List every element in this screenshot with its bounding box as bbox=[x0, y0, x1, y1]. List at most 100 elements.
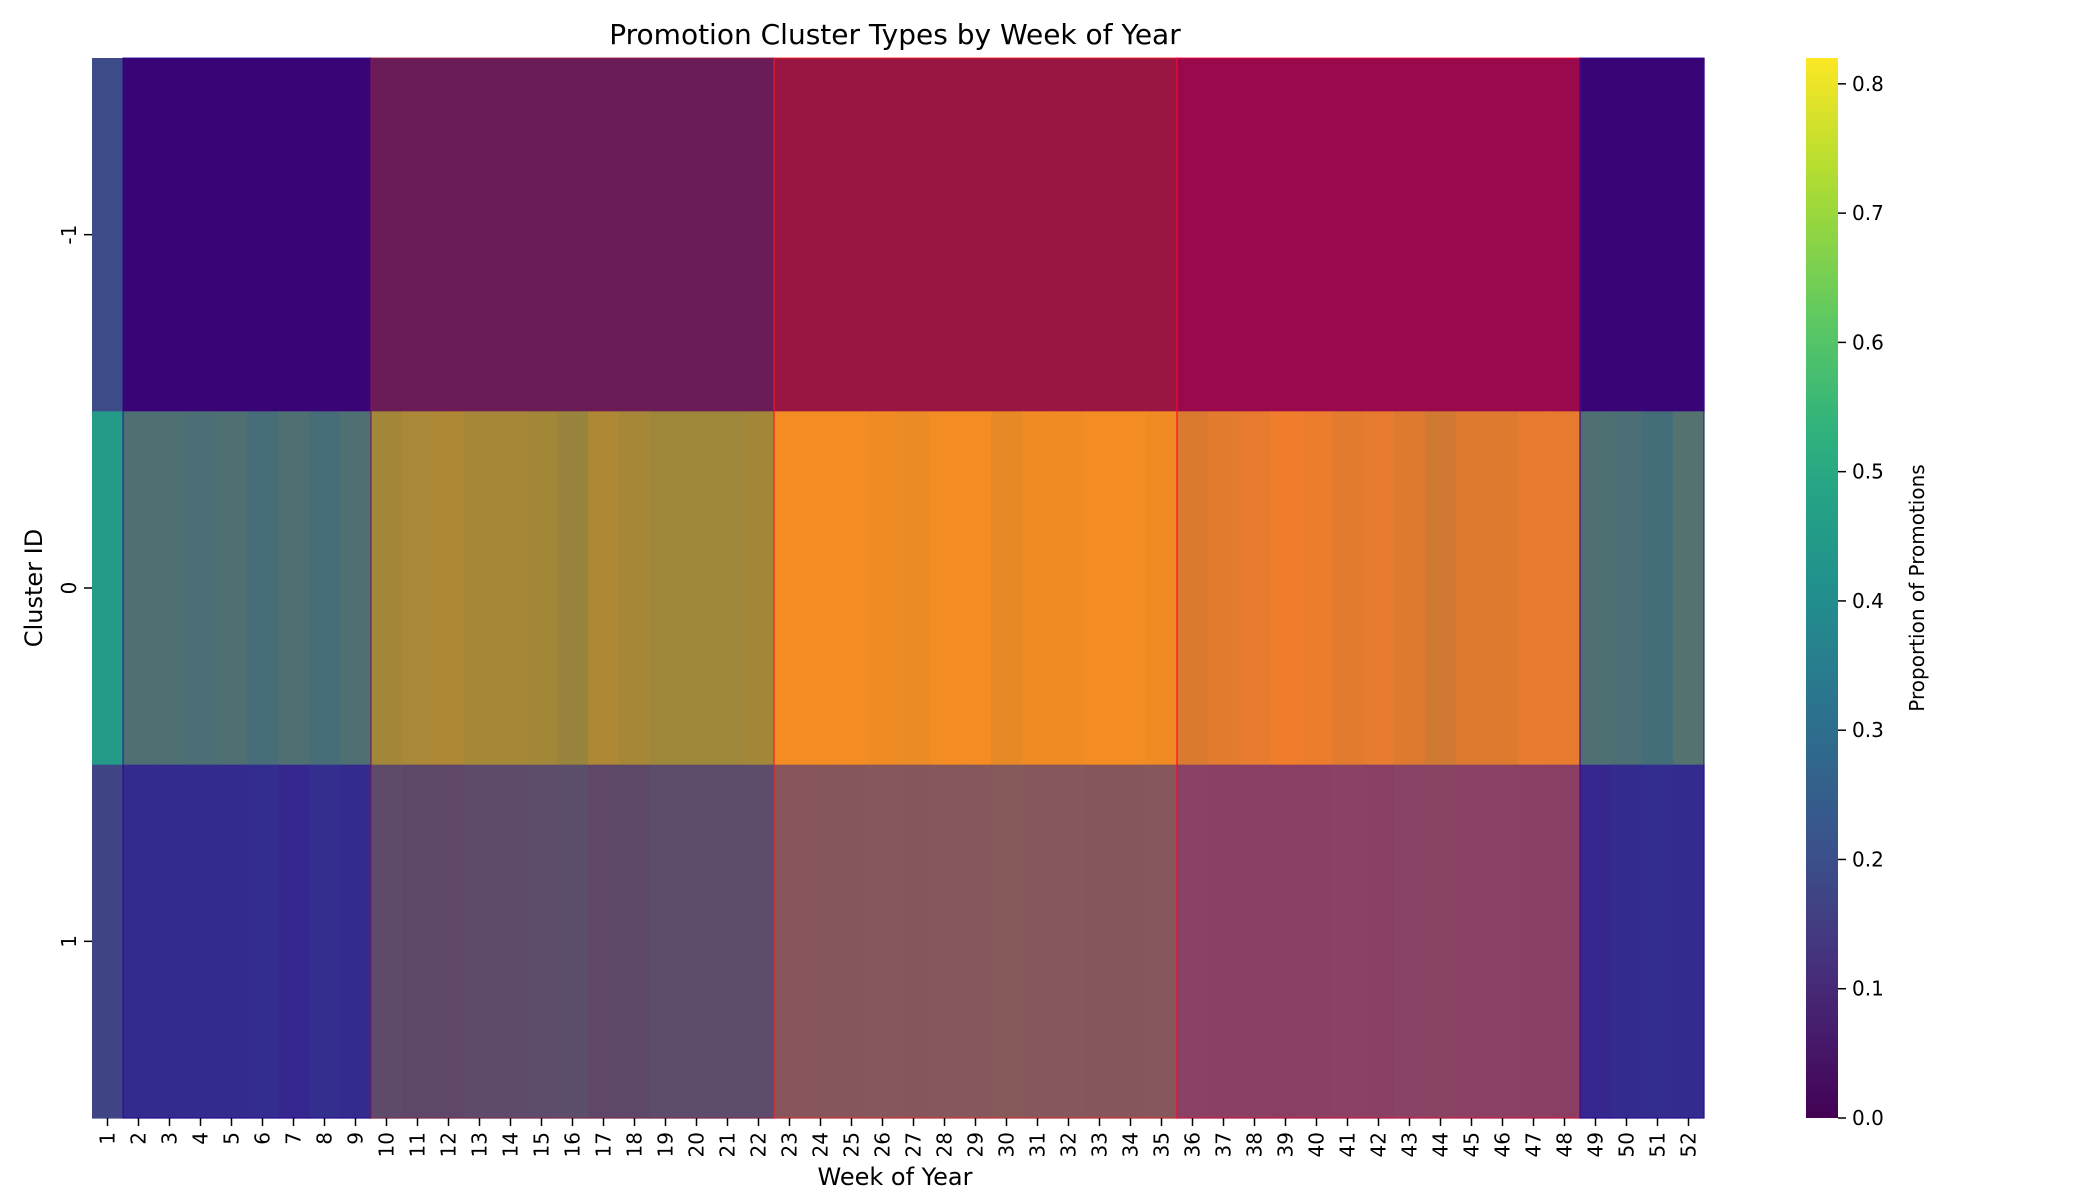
heatmap-cell bbox=[712, 58, 744, 412]
heatmap-cell bbox=[929, 411, 961, 766]
heatmap-cell bbox=[433, 411, 465, 766]
heatmap-cell bbox=[1239, 764, 1271, 1119]
heatmap-cell bbox=[712, 411, 744, 766]
heatmap-cell bbox=[1673, 764, 1705, 1119]
heatmap-cell bbox=[1053, 411, 1085, 766]
x-tick-label: 7 bbox=[282, 1132, 306, 1145]
season-overlay bbox=[370, 57, 775, 1119]
x-tick-label: 33 bbox=[1088, 1132, 1112, 1157]
heatmap-cell bbox=[1239, 411, 1271, 766]
heatmap-cell bbox=[929, 764, 961, 1119]
heatmap-cell bbox=[371, 764, 403, 1119]
heatmap-cell bbox=[898, 411, 930, 766]
heatmap-cell bbox=[247, 411, 279, 766]
x-tick-label: 22 bbox=[747, 1132, 771, 1157]
heatmap-cell bbox=[526, 411, 558, 766]
x-tick-label: 23 bbox=[778, 1132, 802, 1157]
x-axis-ticks: 1 2 3 4 5 6 7 8 9 10 11 12 13 14 15 16 17 18 19 20 21 22 23 24 2… bbox=[96, 1118, 1701, 1157]
heatmap-cell bbox=[619, 411, 651, 766]
heatmap-cell bbox=[402, 411, 434, 766]
x-tick-label: 8 bbox=[313, 1132, 337, 1145]
heatmap-cell bbox=[1177, 411, 1209, 766]
heatmap-cell bbox=[1487, 58, 1519, 412]
x-tick-label: 27 bbox=[902, 1132, 926, 1157]
heatmap-cell bbox=[1084, 58, 1116, 412]
x-tick-label: 37 bbox=[1212, 1132, 1236, 1157]
x-tick-label: 26 bbox=[871, 1132, 895, 1157]
colorbar-tick-label: 0.4 bbox=[1852, 589, 1884, 613]
x-tick-label: 9 bbox=[344, 1132, 368, 1145]
x-tick-label: 14 bbox=[499, 1132, 523, 1157]
heatmap-cell bbox=[1208, 764, 1240, 1119]
heatmap-cell bbox=[1425, 764, 1457, 1119]
heatmap-cell bbox=[1022, 764, 1054, 1119]
season-overlay bbox=[773, 57, 1178, 1119]
season-overlay bbox=[122, 57, 372, 1119]
heatmap-cell bbox=[805, 58, 837, 412]
x-tick-label: 3 bbox=[158, 1132, 182, 1145]
x-tick-label: 1 bbox=[96, 1132, 120, 1145]
x-tick-label: 48 bbox=[1553, 1132, 1577, 1157]
x-tick-label: 52 bbox=[1677, 1132, 1701, 1157]
x-tick-label: 44 bbox=[1429, 1132, 1453, 1157]
heatmap-cell bbox=[1208, 58, 1240, 412]
heatmap-cell bbox=[433, 58, 465, 412]
heatmap-cell bbox=[185, 764, 217, 1119]
heatmap-cell bbox=[1115, 411, 1147, 766]
heatmap-cell bbox=[123, 764, 155, 1119]
heatmap-cell bbox=[1549, 58, 1581, 412]
heatmap-cell bbox=[1425, 411, 1457, 766]
heatmap-cell bbox=[1580, 411, 1612, 766]
colorbar-tick-label: 0.1 bbox=[1852, 977, 1884, 1001]
heatmap-cell bbox=[1363, 58, 1395, 412]
heatmap-cell bbox=[960, 411, 992, 766]
heatmap-cell bbox=[526, 58, 558, 412]
x-tick-label: 13 bbox=[468, 1132, 492, 1157]
heatmap-cell bbox=[1487, 411, 1519, 766]
heatmap-cell bbox=[1518, 58, 1550, 412]
heatmap-cell bbox=[1611, 58, 1643, 412]
heatmap-cell bbox=[1270, 411, 1302, 766]
x-tick-label: 51 bbox=[1646, 1132, 1670, 1157]
heatmap-cell bbox=[433, 764, 465, 1119]
heatmap-cell bbox=[185, 411, 217, 766]
x-tick-label: 18 bbox=[623, 1132, 647, 1157]
heatmap-cell bbox=[1394, 58, 1426, 412]
heatmap-cell bbox=[619, 764, 651, 1119]
x-axis-label: Week of Year bbox=[818, 1163, 973, 1191]
colorbar bbox=[1806, 58, 1838, 1118]
x-tick-label: 10 bbox=[375, 1132, 399, 1157]
heatmap-cell bbox=[650, 58, 682, 412]
heatmap-cell bbox=[867, 58, 899, 412]
heatmap-cell bbox=[1673, 411, 1705, 766]
x-tick-label: 46 bbox=[1491, 1132, 1515, 1157]
heatmap-cell bbox=[1332, 764, 1364, 1119]
x-tick-label: 12 bbox=[437, 1132, 461, 1157]
x-tick-label: 47 bbox=[1522, 1132, 1546, 1157]
y-axis-ticks: -1 0 1 bbox=[57, 225, 92, 948]
heatmap-cell bbox=[1549, 764, 1581, 1119]
heatmap-cell bbox=[774, 411, 806, 766]
heatmap-cell bbox=[278, 764, 310, 1119]
heatmap-cell bbox=[495, 58, 527, 412]
heatmap-cell bbox=[1394, 764, 1426, 1119]
heatmap-cell bbox=[1425, 58, 1457, 412]
heatmap-cell bbox=[1332, 411, 1364, 766]
heatmap-cell bbox=[1363, 764, 1395, 1119]
heatmap-cell bbox=[495, 764, 527, 1119]
heatmap-cell bbox=[836, 411, 868, 766]
heatmap-cell bbox=[712, 764, 744, 1119]
heatmap-cell bbox=[929, 58, 961, 412]
heatmap-cell bbox=[1518, 411, 1550, 766]
heatmap-cell bbox=[1208, 411, 1240, 766]
heatmap-cell bbox=[1456, 411, 1488, 766]
heatmap-cell bbox=[1146, 764, 1178, 1119]
heatmap-cell bbox=[681, 764, 713, 1119]
x-tick-label: 50 bbox=[1615, 1132, 1639, 1157]
season-overlay bbox=[1176, 57, 1581, 1119]
heatmap-cell bbox=[867, 411, 899, 766]
heatmap-cell bbox=[1642, 58, 1674, 412]
heatmap-cell bbox=[1549, 411, 1581, 766]
heatmap-cell bbox=[774, 58, 806, 412]
heatmap-cell bbox=[309, 411, 341, 766]
